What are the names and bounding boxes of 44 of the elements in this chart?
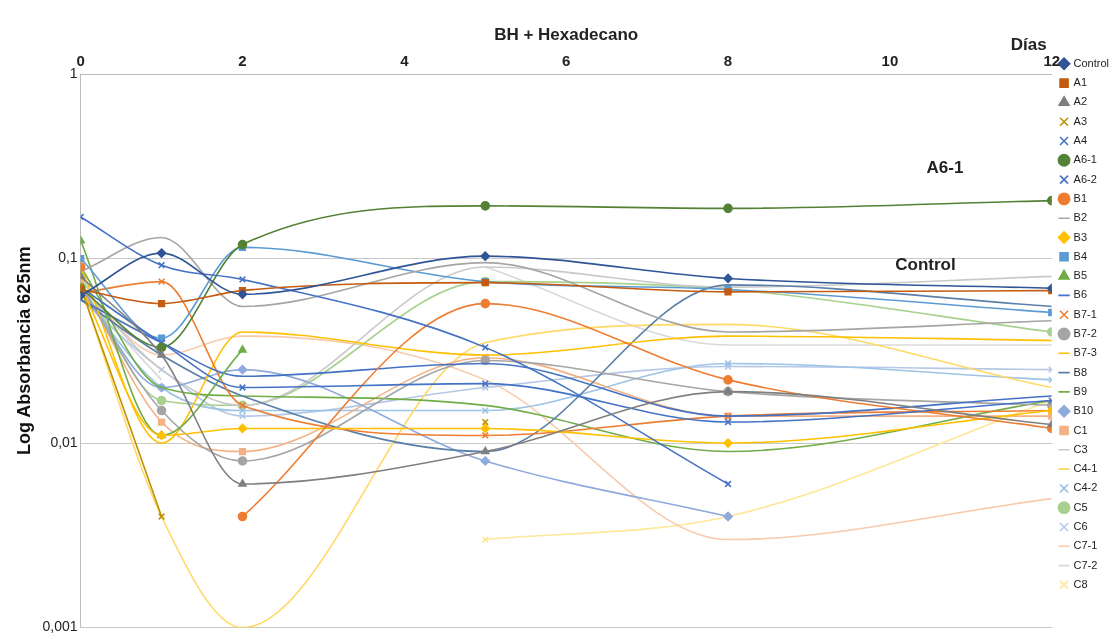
chart-title: BH + Hexadecano xyxy=(494,24,639,44)
legend-label: C3 xyxy=(1073,442,1088,455)
x-tick-label: 8 xyxy=(723,52,733,70)
legend-label: A4 xyxy=(1073,134,1088,147)
legend-label: B2 xyxy=(1073,211,1088,224)
legend-label: A1 xyxy=(1073,76,1088,89)
legend-label: B1 xyxy=(1073,191,1088,204)
y-axis-title: Log Absorbancia 625nm xyxy=(13,246,34,455)
legend-label: C6 xyxy=(1073,520,1088,533)
annotation: A6-1 xyxy=(926,157,964,177)
legend-label: A6-1 xyxy=(1073,153,1097,166)
legend-label: A3 xyxy=(1073,114,1088,127)
y-tick-label: 1 xyxy=(69,64,78,81)
x-axis-title: Días xyxy=(1010,34,1047,54)
x-tick-label: 4 xyxy=(400,52,410,70)
legend-label: C7-1 xyxy=(1073,539,1098,552)
legend-label: C8 xyxy=(1073,577,1088,590)
y-tick-label: 0,1 xyxy=(58,249,78,266)
legend-label: B6 xyxy=(1073,288,1088,301)
legend-label: Control xyxy=(1073,56,1110,69)
y-tick-label: 0,01 xyxy=(50,433,78,450)
legend-label: C7-2 xyxy=(1073,558,1098,571)
x-tick-label: 2 xyxy=(238,52,247,70)
annotation: Control xyxy=(895,254,956,274)
legend-label: C5 xyxy=(1073,500,1088,513)
legend-label: B8 xyxy=(1073,365,1088,378)
x-tick-label: 12 xyxy=(1043,52,1061,70)
x-tick-label: 10 xyxy=(881,52,899,70)
legend-label: A2 xyxy=(1073,95,1088,108)
legend-label: A6-2 xyxy=(1073,172,1097,185)
legend-label: B3 xyxy=(1073,230,1088,243)
x-tick-label: 6 xyxy=(562,52,571,70)
legend-label: B4 xyxy=(1073,249,1088,262)
legend-label: B7-1 xyxy=(1073,307,1097,320)
x-tick-label: 0 xyxy=(76,52,85,70)
legend-label: B7-2 xyxy=(1073,327,1097,340)
legend-label: C4-2 xyxy=(1073,481,1098,494)
legend-label: B10 xyxy=(1073,404,1094,417)
legend-label: B7-3 xyxy=(1073,346,1097,359)
legend-label: B5 xyxy=(1073,269,1088,282)
legend-label: B9 xyxy=(1073,384,1088,397)
y-tick-label: 0,001 xyxy=(42,618,78,635)
legend-label: C1 xyxy=(1073,423,1088,436)
legend-label: C4-1 xyxy=(1073,462,1098,475)
